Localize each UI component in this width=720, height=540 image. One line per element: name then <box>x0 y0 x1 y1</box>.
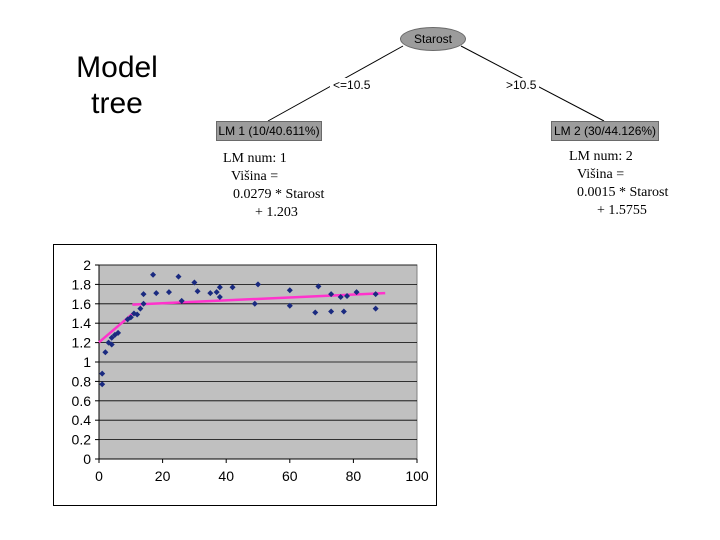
edge-label-left: <=10.5 <box>330 78 374 92</box>
data-point <box>105 339 112 346</box>
lm1-eq-line: + 1.203 <box>255 205 298 220</box>
lm1-eq-line: LM num: 1 <box>223 151 287 166</box>
data-point <box>108 341 115 348</box>
tree-root-node: Starost <box>400 27 466 51</box>
data-point <box>178 297 185 304</box>
data-point <box>99 381 106 388</box>
data-point <box>213 289 220 296</box>
data-point <box>312 309 319 316</box>
regression-line <box>132 291 386 306</box>
data-point <box>165 289 172 296</box>
data-point <box>102 349 109 356</box>
data-point <box>140 291 147 298</box>
data-point <box>137 305 144 312</box>
leaf-node-lm1: LM 1 (10/40.611%) <box>216 121 322 141</box>
x-tick-label: 40 <box>218 468 234 484</box>
data-point <box>255 281 261 288</box>
data-point <box>216 294 223 301</box>
data-point <box>340 308 347 315</box>
x-tick-label: 20 <box>155 468 171 484</box>
x-tick-label: 100 <box>405 468 429 484</box>
data-point <box>353 289 360 296</box>
data-point <box>229 284 236 291</box>
data-point <box>372 291 379 298</box>
data-point <box>372 305 379 312</box>
data-point <box>286 287 293 294</box>
data-point <box>150 271 157 278</box>
y-tick-label: 1.2 <box>72 335 92 351</box>
scatter-chart: 00.20.40.60.811.21.41.61.820 20 40 60 80 100 <box>53 244 437 506</box>
data-point <box>127 314 134 321</box>
y-tick-label: 0.2 <box>72 432 92 448</box>
lm2-equation: LM num: 2 Višina = 0.0015 * Starost + 1.… <box>569 148 668 220</box>
data-point <box>134 311 141 318</box>
lm2-eq-line: + 1.5755 <box>597 203 647 218</box>
lm2-eq-line: Višina = <box>577 167 625 182</box>
data-point <box>108 334 115 341</box>
y-tick-label: 0 <box>83 451 91 467</box>
data-point <box>328 291 335 298</box>
lm1-eq-line: 0.0279 * Starost <box>233 187 325 202</box>
y-tick-label: 1.4 <box>72 315 92 331</box>
leaf-node-lm2: LM 2 (30/44.126%) <box>551 121 659 141</box>
data-point <box>194 288 201 295</box>
data-point <box>175 273 182 280</box>
lm2-eq-line: 0.0015 * Starost <box>577 185 669 200</box>
y-tick-label: 0.6 <box>72 393 92 409</box>
data-point <box>286 302 293 309</box>
data-point <box>216 284 223 291</box>
data-point <box>207 290 214 297</box>
lm1-equation: LM num: 1 Višina = 0.0279 * Starost + 1.… <box>223 150 324 222</box>
edge-label-right: >10.5 <box>503 78 540 92</box>
page-title: Model tree <box>76 51 158 120</box>
data-point <box>337 294 344 301</box>
data-point <box>344 293 351 300</box>
y-tick-label: 0.4 <box>72 412 92 428</box>
y-tick-label: 1 <box>83 354 91 370</box>
data-point <box>328 308 335 315</box>
x-tick-label: 60 <box>282 468 298 484</box>
data-point <box>251 300 258 307</box>
data-point <box>115 329 122 336</box>
y-tick-label: 2 <box>83 257 91 273</box>
y-tick-label: 0.8 <box>72 373 92 389</box>
lm2-eq-line: LM num: 2 <box>569 149 633 164</box>
data-point <box>191 279 198 286</box>
data-point <box>99 370 106 377</box>
data-point <box>140 300 147 307</box>
data-point <box>130 310 137 317</box>
lm1-eq-line: Višina = <box>231 169 279 184</box>
data-point <box>153 290 160 297</box>
data-point <box>315 283 322 290</box>
y-tick-label: 1.8 <box>72 276 92 292</box>
y-tick-label: 1.6 <box>72 296 92 312</box>
x-tick-label: 80 <box>346 468 362 484</box>
x-tick-label: 0 <box>95 468 103 484</box>
